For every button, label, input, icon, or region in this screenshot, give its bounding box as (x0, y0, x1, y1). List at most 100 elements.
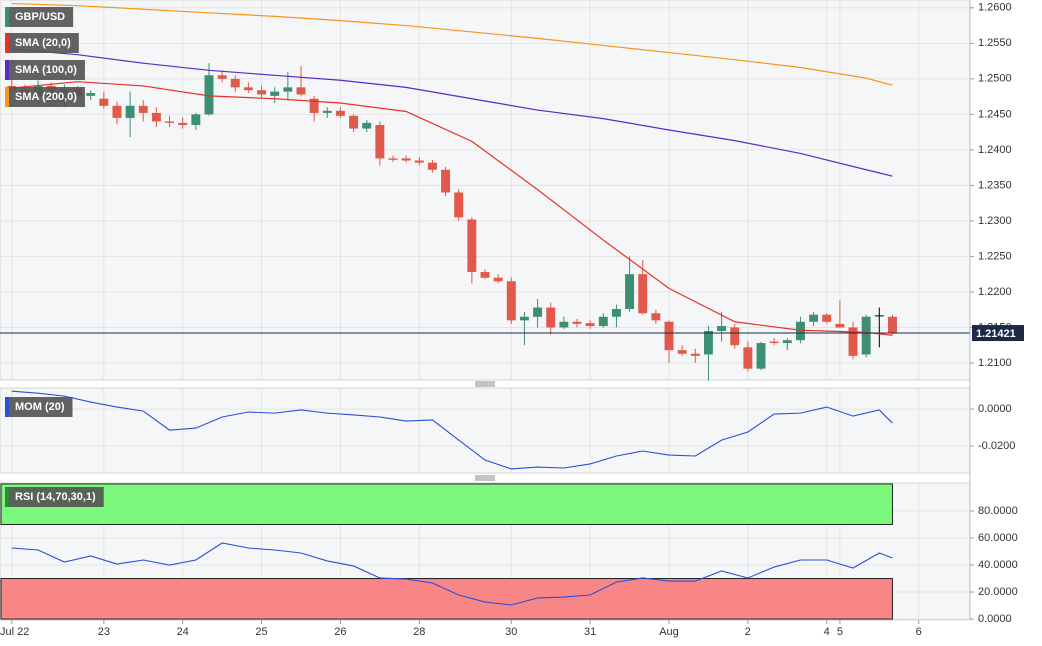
legend-box (5, 397, 73, 417)
candle-body (270, 91, 280, 96)
candle-body (467, 219, 477, 273)
y-tick-label: 1.2350 (978, 179, 1012, 191)
candle-body (151, 112, 161, 122)
candle-body (651, 313, 661, 321)
candle-body (822, 314, 832, 322)
x-tick-label: 26 (334, 626, 346, 638)
candle-body (625, 274, 635, 309)
x-tick-label: 28 (413, 626, 425, 638)
candle-body (388, 158, 398, 160)
y-tick-label: 1.2100 (978, 357, 1012, 369)
candle-body (257, 90, 267, 95)
candle-body (414, 160, 424, 163)
candle-body (375, 125, 385, 159)
x-tick-label: Aug (659, 626, 679, 638)
panel-background (0, 387, 971, 474)
candle-body (690, 353, 700, 356)
legend-swatch (5, 33, 9, 53)
candle-body (506, 281, 516, 321)
y-tick-label: 0.0000 (978, 403, 1012, 415)
legend-swatch (5, 487, 9, 507)
y-tick-label: 40.0000 (978, 559, 1018, 571)
panel-grip[interactable] (475, 381, 495, 387)
y-tick-label: 1.2550 (978, 37, 1012, 49)
sma-line (11, 81, 893, 336)
last-price-label: 1.21421 (976, 328, 1016, 340)
candle-body (86, 93, 96, 96)
legend-label: MOM (20) (15, 401, 65, 413)
y-tick-label: 1.2500 (978, 73, 1012, 85)
y-tick-label: -0.0200 (978, 440, 1015, 452)
candle-body (743, 347, 753, 369)
candle-body (848, 327, 858, 356)
legend-label: SMA (100,0) (15, 64, 77, 76)
candle-body (611, 308, 621, 317)
candle-body (861, 316, 871, 355)
candle-body (322, 110, 332, 113)
y-tick-label: 0.0000 (978, 613, 1012, 625)
panel-grip[interactable] (475, 475, 495, 481)
legend-label: SMA (20,0) (15, 37, 71, 49)
x-tick-label: Jul 22 (0, 626, 29, 638)
candle-body (427, 162, 437, 170)
candle-body (204, 75, 214, 115)
zone-band (0, 483, 893, 525)
candle-body (664, 321, 674, 351)
zone-band (0, 578, 893, 620)
y-tick-label: 1.2400 (978, 144, 1012, 156)
legend-label: GBP/USD (15, 11, 65, 23)
candle-body (598, 316, 608, 327)
candle-body (138, 105, 148, 113)
x-tick-label: 25 (255, 626, 267, 638)
candle-body (769, 341, 779, 344)
x-tick-label: 24 (177, 626, 189, 638)
candle-body (178, 122, 188, 126)
x-tick-label: 4 (824, 626, 830, 638)
panel-background (0, 0, 971, 381)
legend-box (5, 7, 74, 27)
candle-body (217, 75, 227, 79)
candle-body (809, 314, 819, 322)
legend-swatch (5, 87, 9, 107)
y-tick-label: 1.2200 (978, 286, 1012, 298)
legend-box (5, 87, 85, 107)
y-tick-label: 1.2250 (978, 250, 1012, 262)
candle-body (125, 105, 135, 118)
candle-body (296, 87, 306, 95)
legend-label: SMA (200,0) (15, 91, 77, 103)
legend-swatch (5, 397, 9, 417)
candle-body (493, 277, 503, 282)
candle-body (874, 315, 884, 317)
candle-body (546, 307, 556, 328)
candle-body (165, 121, 175, 123)
y-tick-label: 60.0000 (978, 532, 1018, 544)
x-tick-label: 30 (505, 626, 517, 638)
candle-body (703, 330, 713, 355)
x-tick-label: 5 (837, 626, 843, 638)
candle-body (480, 272, 490, 278)
x-tick-label: 23 (98, 626, 110, 638)
x-tick-label: 2 (745, 626, 751, 638)
x-tick-label: 31 (584, 626, 596, 638)
sma-line (11, 2, 893, 86)
last-price-box (972, 325, 1024, 342)
legend-swatch (5, 60, 9, 80)
candle-body (191, 114, 201, 126)
legend-swatch (5, 7, 9, 27)
y-tick-label: 20.0000 (978, 586, 1018, 598)
legend-box (5, 487, 104, 507)
y-tick-label: 1.2600 (978, 2, 1012, 14)
x-tick-label: 6 (916, 626, 922, 638)
candle-body (441, 169, 451, 193)
candle-body (112, 105, 122, 118)
legend-box (5, 33, 79, 53)
candle-body (756, 343, 766, 369)
sma-line (11, 48, 893, 177)
indicator-line (11, 542, 893, 606)
data (0, 2, 970, 620)
candle-body (519, 316, 529, 321)
y-tick-label: 1.2450 (978, 108, 1012, 120)
candle-body (795, 321, 805, 341)
candle-body (717, 326, 727, 331)
candle-body (585, 323, 595, 327)
